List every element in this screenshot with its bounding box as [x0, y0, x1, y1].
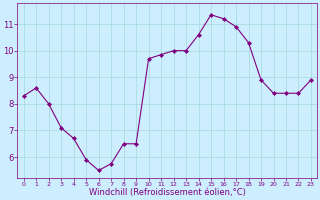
X-axis label: Windchill (Refroidissement éolien,°C): Windchill (Refroidissement éolien,°C) — [89, 188, 246, 197]
